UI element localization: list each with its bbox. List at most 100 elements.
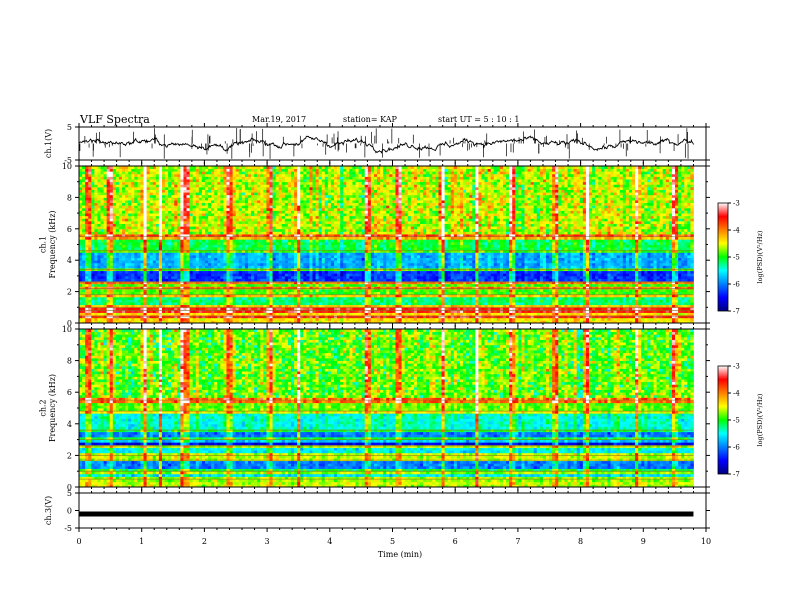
spectrogram-cell	[223, 273, 227, 277]
spectrogram-cell	[232, 275, 237, 279]
spectrogram-cell	[226, 317, 230, 321]
spectrogram-cell	[294, 304, 298, 308]
spectrogram-cell	[244, 304, 249, 308]
spectrogram-cell	[278, 302, 283, 306]
spectrogram-cell	[306, 320, 310, 324]
spectrogram-cell	[201, 307, 206, 311]
spectrogram-cell	[622, 317, 627, 321]
spectrogram-cell	[533, 317, 538, 321]
spectrogram-cell	[174, 320, 178, 324]
spectrogram-cell	[656, 317, 661, 321]
spectrogram-cell	[484, 281, 489, 285]
spectrogram-cell	[426, 320, 430, 324]
spectrogram-cell	[426, 262, 430, 266]
spectrogram-cell	[137, 317, 141, 321]
spectrogram-cell	[413, 288, 418, 292]
spectrogram-cell	[321, 281, 326, 285]
spectrogram-cell	[444, 275, 449, 279]
spectrogram-cell	[499, 273, 504, 277]
spectrogram-cell	[502, 320, 507, 324]
spectrogram-cell	[161, 286, 166, 290]
spectrogram-cell	[361, 320, 366, 324]
spectrogram-cell	[272, 309, 277, 313]
spectrogram-cell	[426, 312, 430, 316]
spectrogram-cell	[472, 270, 476, 274]
spectrogram-cell	[628, 309, 633, 313]
spectrogram-cell	[300, 270, 304, 274]
spectrogram-cell	[269, 260, 273, 264]
spectrogram-cell	[681, 262, 685, 266]
spectrogram-cell	[564, 286, 568, 290]
spectrogram-cell	[509, 296, 513, 300]
spectrogram-cell	[195, 309, 200, 313]
spectrogram-cell	[324, 288, 329, 292]
spectrogram-cell	[146, 283, 151, 287]
spectrogram-cell	[377, 288, 381, 292]
spectrogram-cell	[506, 294, 510, 298]
spectrogram-cell	[684, 302, 688, 306]
spectrogram-cell	[278, 281, 283, 285]
spectrogram-cell	[343, 275, 347, 279]
spectrogram-cell	[281, 283, 286, 287]
spectrogram-cell	[576, 312, 581, 316]
spectrogram-cell	[217, 304, 221, 308]
spectrogram-cell	[416, 278, 421, 282]
spectrogram-cell	[91, 307, 95, 311]
spectrogram-cell	[625, 312, 630, 316]
spectrogram-cell	[263, 288, 267, 292]
spectrogram-cell	[478, 262, 482, 266]
spectrogram-cell	[466, 270, 470, 274]
spectrogram-cell	[450, 275, 455, 279]
spectrogram-cell	[687, 294, 691, 298]
spectrogram-cell	[585, 288, 590, 292]
spectrogram-cell	[238, 299, 243, 303]
spectrogram-cell	[137, 320, 141, 324]
spectrogram-cell	[244, 307, 249, 311]
spectrogram-cell	[552, 302, 556, 306]
spectrogram-cell	[204, 294, 209, 298]
spectrogram-cell	[598, 317, 602, 321]
spectrogram-cell	[340, 270, 344, 274]
spectrogram-cell	[235, 270, 240, 274]
spectrogram-cell	[530, 278, 535, 282]
spectrogram-cell	[198, 275, 203, 279]
spectrogram-cell	[134, 286, 138, 290]
spectrogram-cell	[638, 281, 642, 285]
spectrogram-cell	[195, 278, 200, 282]
spectrogram-cell	[211, 288, 215, 292]
spectrogram-cell	[155, 270, 160, 274]
spectrogram-cell	[598, 278, 602, 282]
spectrogram-cell	[355, 307, 359, 311]
spectrogram-cell	[177, 320, 181, 324]
spectrogram-cell	[79, 270, 83, 274]
spectrogram-cell	[244, 309, 249, 313]
spectrogram-cell	[324, 320, 329, 324]
spectrogram-cell	[220, 278, 224, 282]
spectrogram-cell	[97, 273, 101, 277]
spectrogram-cell	[211, 309, 215, 313]
spectrogram-cell	[545, 304, 550, 308]
spectrogram-cell	[251, 265, 255, 269]
spectrogram-cell	[585, 296, 590, 300]
spectrogram-cell	[300, 296, 304, 300]
spectrogram-cell	[149, 304, 154, 308]
spectrogram-cell	[364, 304, 369, 308]
spectrogram-cell	[149, 275, 154, 279]
spectrogram-cell	[152, 296, 157, 300]
spectrogram-cell	[278, 309, 283, 313]
spectrogram-cell	[564, 317, 568, 321]
spectrogram-cell	[499, 296, 504, 300]
spectrogram-cell	[598, 286, 602, 290]
spectrogram-cell	[592, 299, 596, 303]
spectrogram-cell	[340, 304, 344, 308]
spectrogram-cell	[330, 273, 335, 277]
spectrogram-cell	[665, 281, 670, 285]
spectrogram-cell	[217, 320, 221, 324]
spectrogram-cell	[662, 270, 667, 274]
spectrogram-cell	[690, 281, 694, 285]
spectrogram-cell	[450, 262, 455, 266]
spectrogram-cell	[198, 302, 203, 306]
spectrogram-cell	[131, 260, 135, 264]
spectrogram-cell	[192, 320, 197, 324]
spectrogram-cell	[103, 320, 108, 324]
